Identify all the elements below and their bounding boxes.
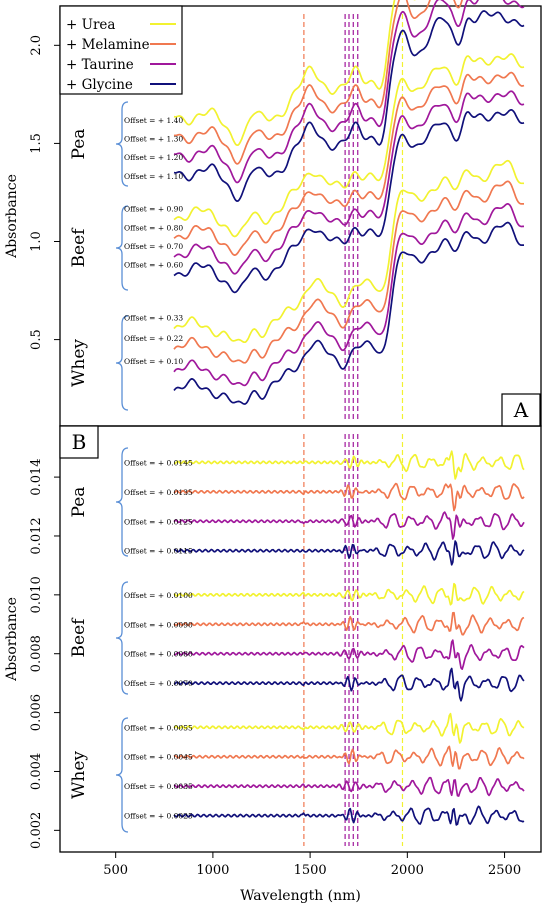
offset-label: Offset = + 0.0055	[124, 723, 193, 732]
offset-label: Offset = + 0.0070	[124, 679, 193, 688]
series-line	[173, 71, 525, 257]
series-line	[173, 712, 525, 744]
series-line	[173, 611, 525, 636]
x-axis-label: Wavelength (nm)	[240, 888, 361, 904]
panel-letter-box	[59, 425, 99, 459]
x-tick-label: 1500	[294, 863, 327, 878]
group-bracket	[115, 447, 129, 557]
group-bracket	[115, 205, 129, 291]
offset-label: Offset = + 0.0115	[124, 547, 193, 556]
offset-label: Offset = + 0.0125	[124, 517, 193, 526]
panel-letter: A	[513, 398, 529, 422]
y-tick-label: 0.004	[29, 753, 44, 790]
offset-label: Offset = + 0.33	[124, 314, 183, 323]
series-line	[173, 221, 524, 405]
series-line	[173, 90, 525, 275]
offset-label: Offset = + 0.90	[124, 205, 183, 214]
series-line	[173, 180, 524, 364]
series-line	[173, 53, 525, 238]
offset-label: Offset = + 1.40	[124, 116, 183, 125]
offset-label: Offset = + 0.22	[124, 334, 183, 343]
group-label: Beef	[69, 617, 89, 658]
plot-frame	[59, 425, 542, 853]
offset-label: Offset = + 1.10	[124, 172, 183, 181]
y-tick-label: 0.010	[29, 576, 44, 613]
series-line	[173, 0, 416, 147]
panel-b: 0.002 0.004 0.006 0.008 0.010 0.012 0.014 Absor…	[4, 425, 542, 904]
x-tick-label: 1000	[196, 863, 229, 878]
offset-label: Offset = + 0.0145	[124, 458, 193, 467]
offset-label: Offset = + 0.0080	[124, 650, 193, 659]
offset-label: Offset = + 0.0135	[124, 488, 193, 497]
y-tick-label: 0.002	[29, 812, 44, 849]
legend-label: + Taurine	[66, 57, 134, 73]
offset-label: Offset = + 1.30	[124, 135, 183, 144]
series-line	[173, 745, 525, 770]
x-tick-label: 2500	[488, 863, 521, 878]
group-bracket	[115, 101, 129, 187]
y-tick-label: 1.5	[29, 133, 44, 154]
offset-label: Offset = + 0.0035	[124, 782, 193, 791]
legend-label: + Urea	[66, 17, 115, 33]
series-line	[173, 805, 525, 826]
group-bracket	[115, 315, 129, 411]
offset-label: Offset = + 0.0100	[124, 591, 193, 600]
series-line	[173, 582, 525, 606]
group-label: Whey	[69, 751, 89, 799]
series-line	[173, 776, 525, 797]
offset-label: Offset = + 0.80	[124, 223, 183, 232]
y-tick-label: 0.012	[29, 517, 44, 554]
legend-label: + Glycine	[66, 77, 133, 93]
y-axis-label: Absorbance	[4, 597, 20, 682]
y-tick-label: 1.0	[29, 231, 44, 252]
series-line	[173, 511, 525, 540]
series-line	[173, 450, 525, 480]
legend-label: + Melamine	[66, 37, 150, 53]
y-tick-label: 0.5	[29, 329, 44, 350]
group-bracket	[115, 581, 129, 695]
series-line	[173, 159, 524, 344]
y-tick-label: 0.006	[29, 694, 44, 731]
group-bracket	[115, 717, 129, 833]
series-line	[173, 0, 463, 165]
y-tick-label: 0.014	[29, 458, 44, 495]
legend-box	[59, 5, 183, 95]
y-tick-label: 2.0	[29, 35, 44, 56]
series-line	[173, 0, 525, 184]
offset-label: Offset = + 0.60	[124, 261, 183, 270]
offset-label: Offset = + 0.0045	[124, 753, 193, 762]
group-label: Pea	[69, 129, 89, 160]
series-line	[173, 540, 525, 566]
offset-label: Offset = + 1.20	[124, 153, 183, 162]
series-line	[173, 202, 524, 387]
offset-label: Offset = + 0.0025	[124, 812, 193, 821]
panel-letter: B	[72, 430, 87, 454]
x-tick-label: 2000	[391, 863, 424, 878]
series-line	[173, 639, 525, 670]
panel-a: 0.5 1.0 1.5 2.0 Absorbance Pea Offset = + 1.40…	[4, 0, 542, 427]
y-axis-label: Absorbance	[4, 174, 20, 259]
group-label: Beef	[69, 227, 89, 268]
series-line	[173, 667, 525, 702]
series-line	[173, 10, 525, 202]
group-label: Whey	[69, 339, 89, 387]
series-line	[173, 108, 525, 294]
x-tick-label: 500	[103, 863, 128, 878]
group-label: Pea	[69, 487, 89, 518]
series-line	[173, 482, 525, 512]
offset-label: Offset = + 0.70	[124, 242, 183, 251]
offset-label: Offset = + 0.10	[124, 357, 183, 366]
y-tick-label: 0.008	[29, 635, 44, 672]
offset-label: Offset = + 0.0090	[124, 620, 193, 629]
